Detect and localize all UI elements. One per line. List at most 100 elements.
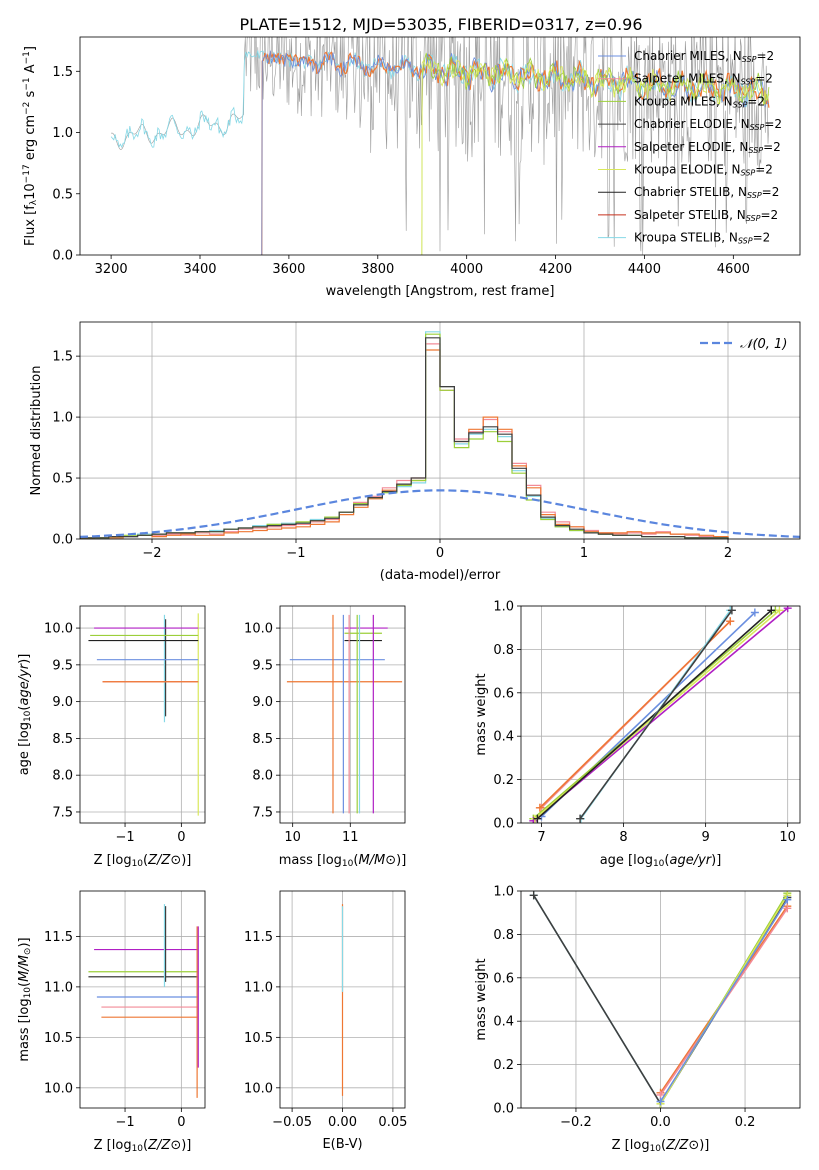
y-axis-label: mass weight <box>474 673 489 755</box>
x-tick-label: 4200 <box>539 262 572 277</box>
legend-entry: Chabrier MILES, NSSP=2 <box>634 49 774 64</box>
y-tick-label: 0.2 <box>493 1058 514 1073</box>
x-tick-label: 4000 <box>450 262 483 277</box>
axes-spectrum: 3200 3400 3600 3800 4000 4200 4400 4600 0.0 0.5 1.… <box>22 36 801 299</box>
axes-frame <box>279 605 406 824</box>
y-axis-label: Flux [fλ10−17 erg cm−2 s−1 A−1] <box>22 46 39 246</box>
mass-weight-line <box>539 620 731 809</box>
x-axis-label: (data-model)/error <box>380 568 501 583</box>
y-tick-label: 1.5 <box>52 65 73 80</box>
y-tick-label: 0.6 <box>493 971 514 986</box>
x-tick-label: −1 <box>115 1115 134 1130</box>
plus-marker <box>576 814 585 823</box>
x-tick-label: 11 <box>342 830 359 845</box>
x-axis-label: age [log10(age/yr)] <box>600 853 722 869</box>
y-tick-label: 0.5 <box>52 187 73 202</box>
legend-entry: Salpeter STELIB, NSSP=2 <box>634 208 778 223</box>
histogram-series <box>80 343 729 539</box>
legend-entry: Salpeter MILES, NSSP=2 <box>634 72 773 87</box>
x-axis-label: wavelength [Angstrom, rest frame] <box>326 284 555 299</box>
x-tick-label: 0 <box>177 830 185 845</box>
model-spectrum-line <box>421 59 770 255</box>
y-tick-label: 8.0 <box>52 769 73 784</box>
y-tick-label: 0.8 <box>493 928 514 943</box>
y-tick-label: 11.0 <box>244 980 273 995</box>
axes-frame <box>79 605 206 824</box>
plot-area-mass_weight_vs_Z <box>529 891 792 1108</box>
x-axis-label: Z [log10(Z/Z⊙)] <box>94 853 192 869</box>
x-tick-label: 3800 <box>361 262 394 277</box>
plus-marker <box>783 895 792 904</box>
y-tick-label: 9.0 <box>252 695 273 710</box>
plus-marker <box>535 803 544 812</box>
legend-entry: Salpeter ELODIE, NSSP=2 <box>634 140 781 155</box>
y-tick-label: 11.0 <box>44 980 73 995</box>
y-tick-label: 1.0 <box>493 600 514 615</box>
y-tick-label: 0.2 <box>493 773 514 788</box>
legend-entry: Chabrier ELODIE, NSSP=2 <box>634 117 782 132</box>
plus-marker <box>775 606 784 615</box>
y-tick-label: 0.0 <box>52 533 73 548</box>
axes-mass_weight_vs_age: 7 8 9 10 0.0 0.2 0.4 0.6 0.8 1.0 age [log10(age/yr… <box>474 600 801 869</box>
y-axis-label: mass [log10(M/M⊙)] <box>17 937 33 1061</box>
y-axis-label: mass weight <box>474 958 489 1040</box>
y-tick-label: 11.5 <box>244 930 273 945</box>
axes-mass_vs_ebv: −0.05 0.00 0.05 10.0 10.5 11.0 11.5 E(B-V) <box>244 890 407 1152</box>
axes-frame <box>279 890 406 1109</box>
y-tick-label: 8.5 <box>52 732 73 747</box>
x-tick-label: 8 <box>619 830 627 845</box>
y-tick-label: 0.4 <box>493 730 514 745</box>
plus-marker <box>656 1097 665 1106</box>
y-tick-label: 10.5 <box>244 1031 273 1046</box>
x-tick-label: 2 <box>724 546 732 561</box>
y-tick-label: 0.8 <box>493 643 514 658</box>
y-tick-label: 7.5 <box>252 805 273 820</box>
x-tick-label: 0.2 <box>735 1115 756 1130</box>
figure-title: PLATE=1512, MJD=53035, FIBERID=0317, z=0… <box>239 15 642 34</box>
legend-entry: Chabrier STELIB, NSSP=2 <box>634 185 779 200</box>
y-tick-label: 0.0 <box>493 817 514 832</box>
x-tick-label: 1 <box>580 546 588 561</box>
y-tick-label: 0.6 <box>493 686 514 701</box>
normal-distribution-curve <box>80 489 800 538</box>
x-tick-label: 4400 <box>628 262 661 277</box>
x-tick-label: −2 <box>142 546 161 561</box>
histogram-series <box>80 349 729 539</box>
plot-area-age_vs_mass <box>286 614 403 814</box>
y-tick-label: 10.5 <box>44 1031 73 1046</box>
legend-entry: Kroupa STELIB, NSSP=2 <box>634 231 770 246</box>
x-axis-label: mass [log10(M/M⊙)] <box>279 853 407 869</box>
axes-frame <box>520 605 801 824</box>
x-tick-label: 3600 <box>272 262 305 277</box>
histogram-series <box>80 337 729 539</box>
y-tick-label: 1.5 <box>52 350 73 365</box>
x-tick-label: 3200 <box>95 262 128 277</box>
x-tick-label: −0.05 <box>272 1115 312 1130</box>
plot-area-mass_weight_vs_age <box>529 606 792 823</box>
x-axis-label: Z [log10(Z/Z⊙)] <box>94 1138 192 1154</box>
x-tick-label: 0 <box>436 546 444 561</box>
y-tick-label: 9.0 <box>52 695 73 710</box>
plot-area-spectrum <box>110 37 770 255</box>
y-tick-label: 0.0 <box>52 249 73 264</box>
legend-entry: 𝒩(0, 1) <box>740 337 787 352</box>
x-tick-label: 0 <box>177 1115 185 1130</box>
x-tick-label: 4600 <box>717 262 750 277</box>
y-axis-label: Normed distribution <box>29 366 44 496</box>
axes-frame <box>79 36 801 256</box>
axes-frame <box>79 890 206 1109</box>
axes-mass_weight_vs_Z: −0.2 0.0 0.2 0.0 0.2 0.4 0.6 0.8 1.0 Z [log10(Z/Z… <box>474 885 801 1154</box>
axes-frame <box>79 321 801 540</box>
histogram-series <box>80 331 729 539</box>
plot-area-mass_vs_Z <box>88 904 199 1098</box>
x-tick-label: 0.05 <box>378 1115 407 1130</box>
plus-marker <box>727 606 736 615</box>
y-tick-label: 8.5 <box>252 732 273 747</box>
axes-residuals: −2 −1 0 1 2 0.0 0.5 1.0 1.5 (data-model)/error Nor… <box>29 321 801 583</box>
y-tick-label: 0.4 <box>493 1015 514 1030</box>
y-tick-label: 1.0 <box>493 885 514 900</box>
y-tick-label: 10.0 <box>244 1081 273 1096</box>
x-tick-label: 0.0 <box>650 1115 671 1130</box>
plus-marker <box>726 617 735 626</box>
